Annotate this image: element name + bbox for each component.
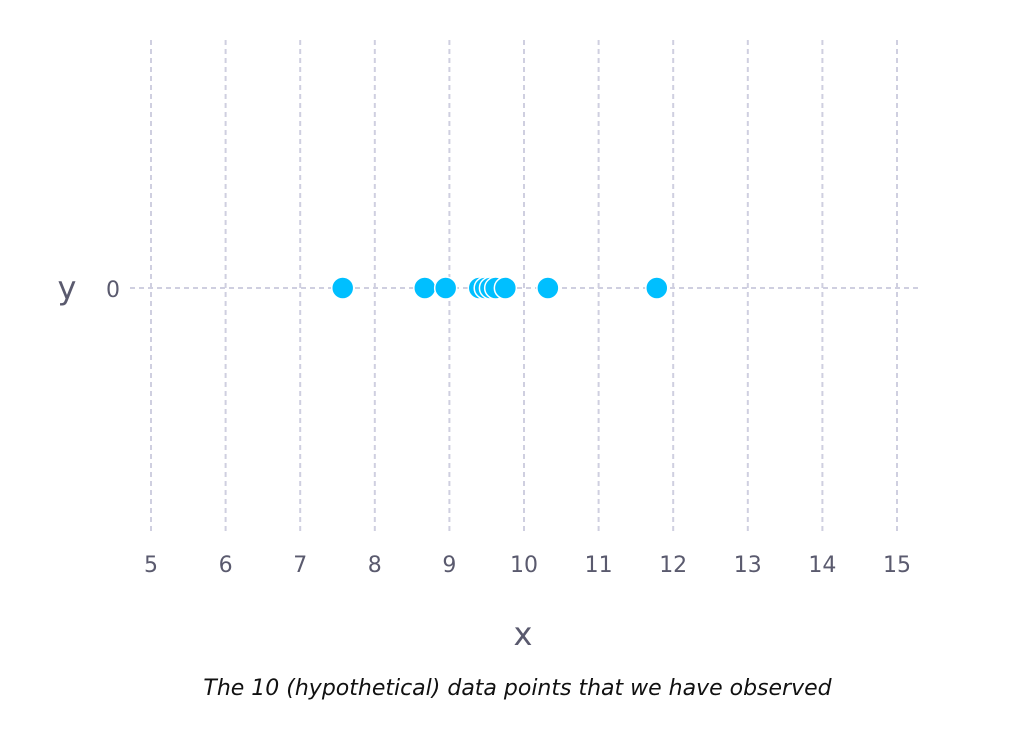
y-axis-label: y bbox=[58, 269, 77, 307]
x-tick-label: 15 bbox=[883, 553, 911, 578]
data-point bbox=[536, 276, 560, 300]
x-tick-label: 6 bbox=[219, 553, 233, 578]
x-tick-label: 13 bbox=[734, 553, 762, 578]
scatter-chart: 5 6 7 8 9 10 11 12 13 14 15 0 y x bbox=[58, 40, 918, 653]
data-point bbox=[433, 276, 458, 300]
data-point bbox=[493, 276, 518, 300]
grid bbox=[130, 40, 918, 535]
data-point bbox=[413, 276, 437, 300]
x-tick-label: 5 bbox=[144, 553, 158, 578]
x-tick-label: 9 bbox=[442, 553, 456, 578]
x-tick-label: 8 bbox=[368, 553, 382, 578]
data-points bbox=[330, 276, 669, 300]
figure-caption: The 10 (hypothetical) data points that w… bbox=[203, 676, 832, 701]
data-point bbox=[645, 276, 669, 300]
x-axis-label: x bbox=[514, 615, 533, 653]
x-tick-label: 7 bbox=[293, 553, 307, 578]
x-tick-label: 10 bbox=[510, 553, 538, 578]
x-tick-label: 12 bbox=[659, 553, 687, 578]
y-tick-label: 0 bbox=[106, 278, 120, 303]
x-tick-label: 11 bbox=[585, 553, 613, 578]
x-tick-label: 14 bbox=[808, 553, 836, 578]
x-tick-labels: 5 6 7 8 9 10 11 12 13 14 15 bbox=[144, 553, 911, 578]
data-point bbox=[330, 276, 355, 300]
